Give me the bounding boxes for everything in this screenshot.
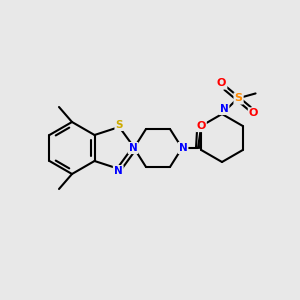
Text: O: O [249,108,258,118]
Text: O: O [217,78,226,88]
Text: N: N [114,166,123,176]
Text: S: S [116,120,123,130]
Text: N: N [178,143,188,153]
Text: N: N [220,104,228,114]
Text: O: O [196,121,206,131]
Text: S: S [235,93,243,103]
Text: N: N [129,143,137,153]
